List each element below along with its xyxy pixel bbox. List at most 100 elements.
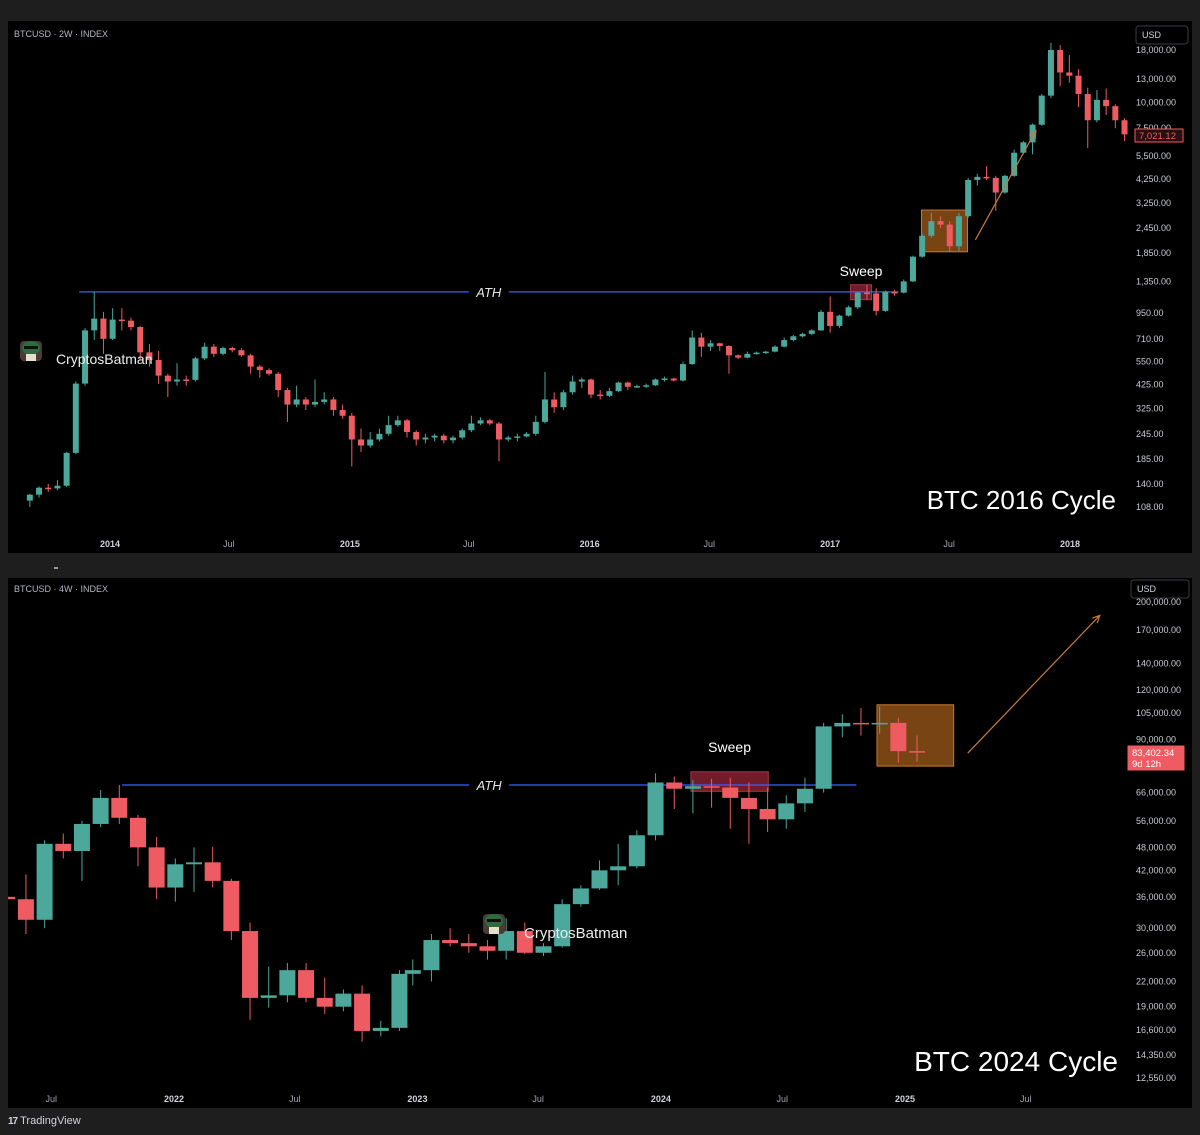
candle-body: [1001, 175, 1008, 193]
tradingview-logo-icon[interactable]: 17 TradingView: [8, 1115, 81, 1127]
candle-body: [781, 340, 788, 347]
y-tick-label: 30,000.00: [1136, 923, 1176, 933]
candle-body: [516, 931, 533, 953]
last-price-label: 7,021.12: [1139, 131, 1176, 142]
candle-body: [17, 899, 34, 920]
candle-body: [554, 904, 571, 947]
candle-body: [316, 997, 333, 1007]
y-tick-label: 425.00: [1136, 380, 1164, 390]
candle-body: [129, 817, 146, 848]
candle-body: [479, 946, 496, 951]
candle-body: [1112, 106, 1119, 121]
candle-body: [358, 439, 365, 446]
y-tick-label: 7,500.00: [1136, 123, 1171, 133]
candle-body: [628, 835, 645, 867]
candle-body: [633, 386, 640, 388]
projection-arrow: [974, 130, 1037, 241]
candle-body: [689, 337, 696, 365]
y-tick-label: 185.00: [1136, 454, 1164, 464]
candle-body: [587, 379, 594, 395]
candle-body: [946, 224, 953, 247]
x-tick-label: 2014: [100, 539, 120, 549]
candlestick-chart-2016[interactable]: BTCUSD · 2W · INDEX USD 18,000.00 13,000.00…: [8, 21, 1192, 553]
x-tick-label: Jul: [704, 539, 716, 549]
candle-body: [335, 993, 352, 1007]
y-tick-label: 90,000.00: [1136, 734, 1176, 744]
candle-body: [204, 862, 221, 881]
candle-body: [111, 797, 128, 818]
projection-arrow-head: [1092, 614, 1101, 624]
candle-body: [404, 420, 411, 433]
candle-body: [440, 435, 447, 441]
candle-body: [505, 437, 512, 440]
candle-body: [606, 391, 613, 396]
candle-body: [220, 348, 227, 354]
candle-body: [610, 866, 627, 871]
candle-body: [666, 782, 683, 789]
candle-body: [223, 880, 240, 932]
candle-body: [422, 437, 429, 440]
candle-body: [799, 333, 806, 337]
candlestick-chart-2024[interactable]: BTCUSD · 4W · INDEX USD 200,000.00 170,000.…: [0, 578, 1192, 1108]
y-tick-label: 950.00: [1136, 308, 1164, 318]
y-tick-label: 66,000.00: [1136, 788, 1176, 798]
candle-body: [55, 843, 72, 851]
candle-body: [284, 390, 291, 405]
x-tick-label: 2016: [580, 539, 600, 549]
candle-body: [312, 401, 319, 405]
projection-arrow: [967, 614, 1101, 754]
candle-body: [753, 352, 760, 355]
candle-body: [541, 399, 548, 422]
candle-body: [1075, 75, 1082, 94]
candle-body: [647, 782, 664, 836]
candle-body: [928, 221, 935, 236]
candle-body: [36, 487, 43, 495]
candle-body: [146, 352, 153, 360]
candle-body: [891, 291, 898, 294]
candle-body: [54, 485, 61, 489]
candle-body: [477, 420, 484, 424]
y-tick-label: 12,550.00: [1136, 1073, 1176, 1083]
candle-body: [302, 399, 309, 405]
y-tick-label: 36,000.00: [1136, 892, 1176, 902]
candle-body: [827, 311, 834, 326]
candle-body: [0, 896, 16, 900]
chart-panel-2016[interactable]: BTCUSD · 2W · INDEX USD 18,000.00 13,000.00…: [8, 21, 1192, 553]
candle-body: [1047, 50, 1054, 96]
candle-body: [1057, 50, 1064, 73]
candle-body: [72, 383, 79, 453]
candle-body: [36, 843, 53, 920]
x-tick-label: 2018: [1060, 539, 1080, 549]
candle-body: [372, 1027, 389, 1031]
candle-body: [740, 797, 757, 809]
candle-body: [45, 487, 52, 490]
candle-body: [790, 336, 797, 341]
pane-separator: [54, 567, 58, 569]
candle-body: [778, 803, 795, 820]
x-tick-label: Jul: [532, 1094, 544, 1104]
x-tick-label: 2015: [340, 539, 360, 549]
candle-body: [890, 722, 907, 752]
y-tick-label: 22,000.00: [1136, 976, 1176, 986]
candle-body: [703, 786, 720, 788]
ath-label: ATH: [475, 285, 502, 300]
candle-body: [348, 415, 355, 440]
candle-body: [698, 337, 705, 347]
candle-body: [468, 423, 475, 431]
watermark-avatar-icon: [24, 346, 38, 349]
candle-body: [100, 318, 107, 339]
chart-panel-2024[interactable]: BTCUSD · 4W · INDEX USD 200,000.00 170,000.…: [0, 578, 1192, 1108]
candle-body: [275, 373, 282, 391]
candle-body: [735, 355, 742, 358]
candle-body: [597, 394, 604, 397]
candle-body: [965, 179, 972, 217]
ath-label: ATH: [476, 778, 503, 793]
countdown-label: 9d 12h: [1132, 759, 1161, 770]
candle-body: [210, 346, 217, 354]
symbol-label: BTCUSD · 2W · INDEX: [14, 29, 108, 39]
x-tick-label: 2024: [651, 1094, 671, 1104]
y-tick-label: 245.00: [1136, 429, 1164, 439]
y-tick-label: 48,000.00: [1136, 842, 1176, 852]
candle-body: [201, 346, 208, 359]
sweep-label: Sweep: [840, 263, 883, 279]
